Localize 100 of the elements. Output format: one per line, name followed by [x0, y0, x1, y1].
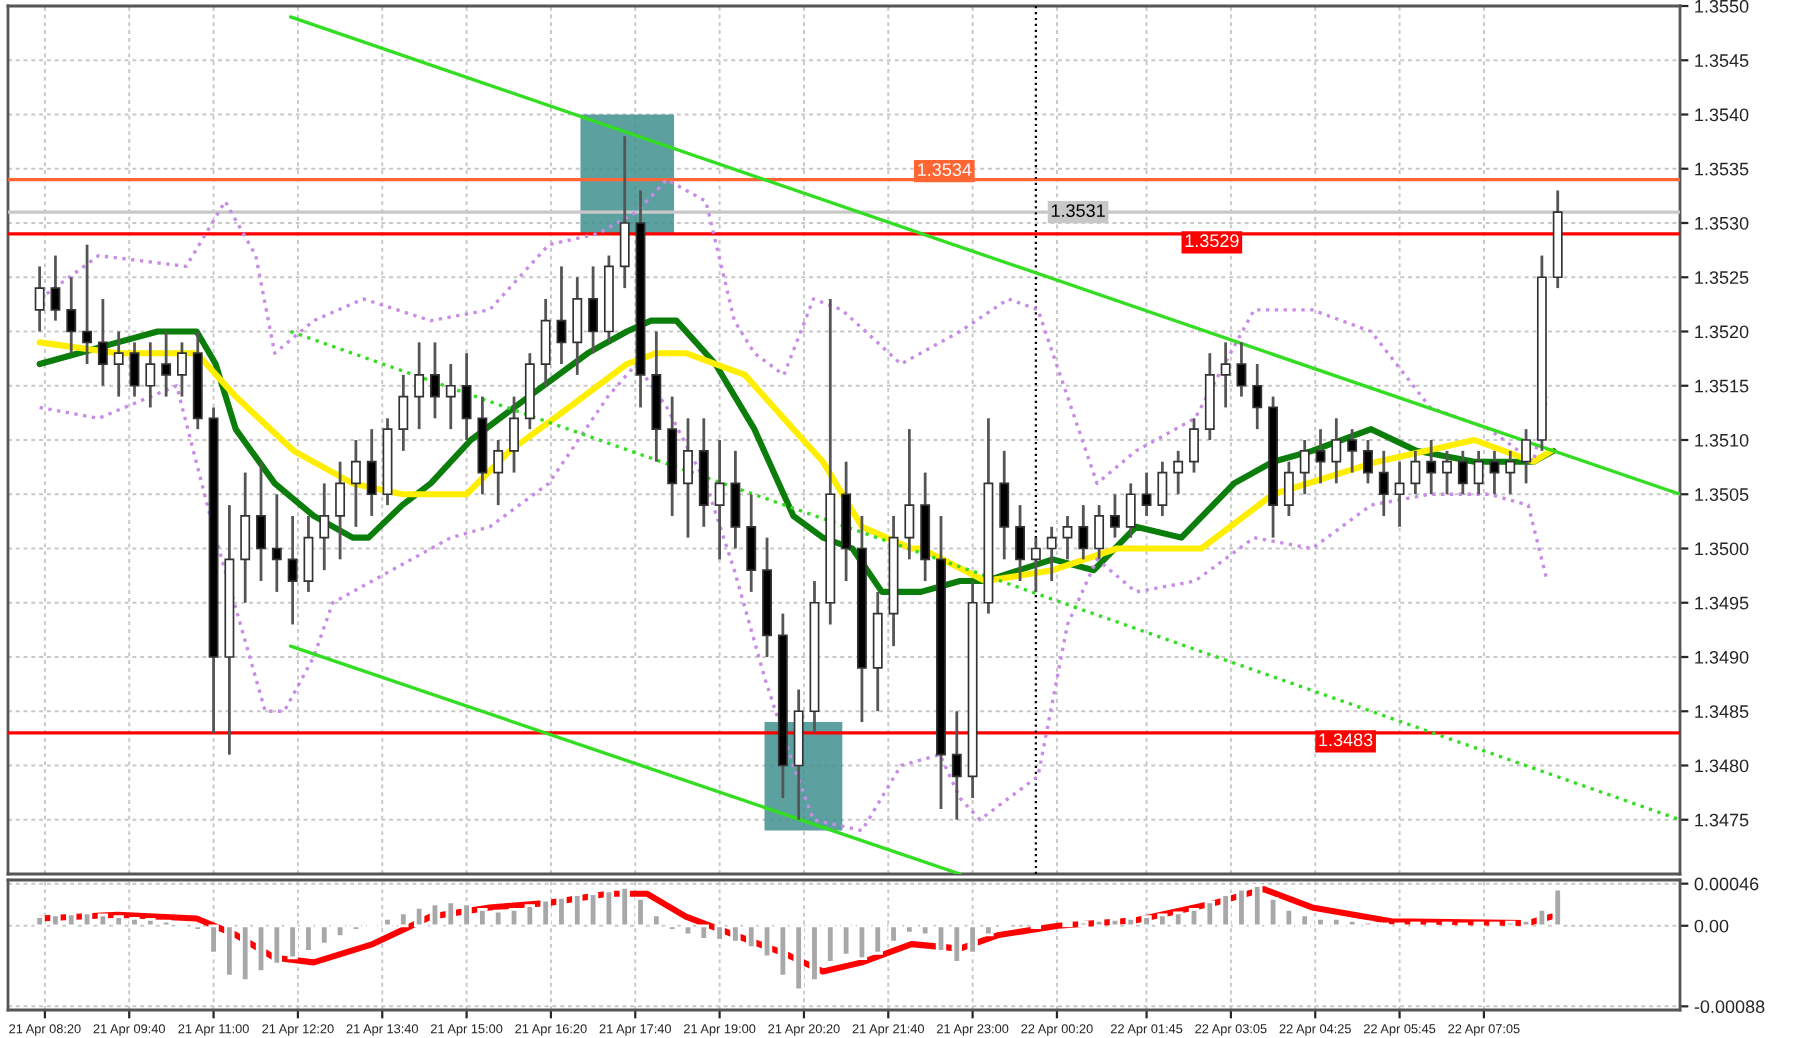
candlestick: [1046, 525, 1057, 583]
candlestick: [161, 330, 172, 398]
bar: [429, 902, 441, 928]
candlestick: [113, 330, 124, 398]
candlestick: [904, 427, 915, 561]
candlestick: [366, 427, 377, 518]
bar: [160, 919, 172, 928]
bar: [1093, 918, 1105, 928]
bar: [935, 924, 947, 953]
bar: [698, 924, 709, 941]
candlestick: [350, 438, 361, 529]
candlestick: [1141, 471, 1152, 518]
candlestick: [1473, 449, 1484, 496]
y-tick-label: 1.3525: [1695, 271, 1749, 284]
candlestick: [951, 709, 962, 822]
bar: [1220, 893, 1231, 928]
ref-line-label: 1.3534: [918, 163, 972, 177]
candlestick: [319, 482, 330, 572]
ref-line-label: 1.3531: [1051, 204, 1105, 217]
candlestick: [398, 373, 409, 453]
bar: [382, 917, 393, 928]
candlestick: [588, 265, 599, 355]
candlestick: [287, 514, 298, 626]
candlestick: [1363, 438, 1373, 485]
y-tick-label: -0.00088: [1694, 1000, 1765, 1014]
candlestick: [683, 416, 693, 540]
bar: [919, 924, 931, 937]
candlestick: [430, 340, 440, 420]
bar: [904, 924, 915, 935]
y-tick-label: 1.3520: [1695, 325, 1749, 339]
candlestick: [1173, 449, 1184, 496]
candlestick: [271, 492, 282, 594]
bar: [1188, 907, 1200, 928]
candlestick: [1189, 416, 1199, 474]
bar: [240, 924, 251, 983]
bar: [872, 924, 883, 955]
bar: [334, 924, 346, 939]
bar: [413, 906, 425, 928]
bar: [208, 924, 219, 955]
bar: [524, 904, 536, 928]
candlestick: [97, 297, 108, 388]
bar: [746, 924, 757, 950]
bar: [1552, 887, 1563, 928]
candlestick: [556, 265, 567, 366]
candlestick: [1015, 503, 1026, 583]
candlestick: [746, 492, 757, 594]
bar: [1299, 913, 1310, 928]
candlestick: [1442, 449, 1452, 496]
bar: [714, 924, 725, 942]
bar: [730, 924, 741, 944]
candlestick: [240, 471, 251, 605]
bar: [793, 924, 804, 992]
candlestick: [1331, 416, 1342, 485]
candlestick: [66, 275, 77, 355]
candlestick: [1078, 503, 1089, 561]
bar: [619, 885, 630, 928]
candlestick: [1505, 449, 1516, 496]
candlestick: [1109, 492, 1120, 540]
bar: [477, 907, 488, 928]
candlestick: [461, 351, 472, 442]
bar: [129, 917, 140, 928]
bar: [398, 911, 409, 928]
bar: [255, 924, 267, 973]
candlestick: [1220, 340, 1231, 409]
bar: [145, 917, 156, 928]
bar: [350, 924, 362, 932]
y-tick-label: 1.3500: [1695, 542, 1749, 556]
candlestick: [1030, 536, 1041, 594]
bar: [1157, 913, 1168, 928]
candlestick: [82, 243, 93, 366]
candlestick: [1299, 438, 1310, 496]
bar: [967, 924, 978, 955]
candlestick: [34, 265, 45, 333]
y-tick-label: 1.3490: [1695, 650, 1749, 664]
y-tick-label: 1.3535: [1695, 162, 1749, 176]
bar: [66, 912, 77, 928]
bar: [825, 924, 836, 964]
candlestick: [414, 340, 425, 431]
bar: [113, 915, 124, 928]
bar: [556, 896, 567, 928]
candlestick: [572, 275, 583, 377]
bar: [761, 924, 773, 959]
bar: [1346, 918, 1358, 928]
y-tick-label: 1.3485: [1695, 705, 1749, 718]
candlestick: [1315, 427, 1326, 485]
candlestick: [445, 362, 456, 431]
bar: [1331, 917, 1342, 928]
bar: [1173, 911, 1184, 928]
bar: [97, 913, 109, 928]
bar: [1252, 884, 1263, 928]
bar: [224, 924, 235, 978]
bar: [287, 924, 298, 960]
bar: [319, 924, 330, 946]
candlestick: [540, 297, 551, 388]
bar: [1315, 917, 1326, 928]
bar: [809, 924, 820, 983]
bar: [540, 898, 551, 928]
bar: [1204, 900, 1215, 928]
candlestick: [1394, 460, 1405, 529]
bar: [888, 924, 899, 944]
